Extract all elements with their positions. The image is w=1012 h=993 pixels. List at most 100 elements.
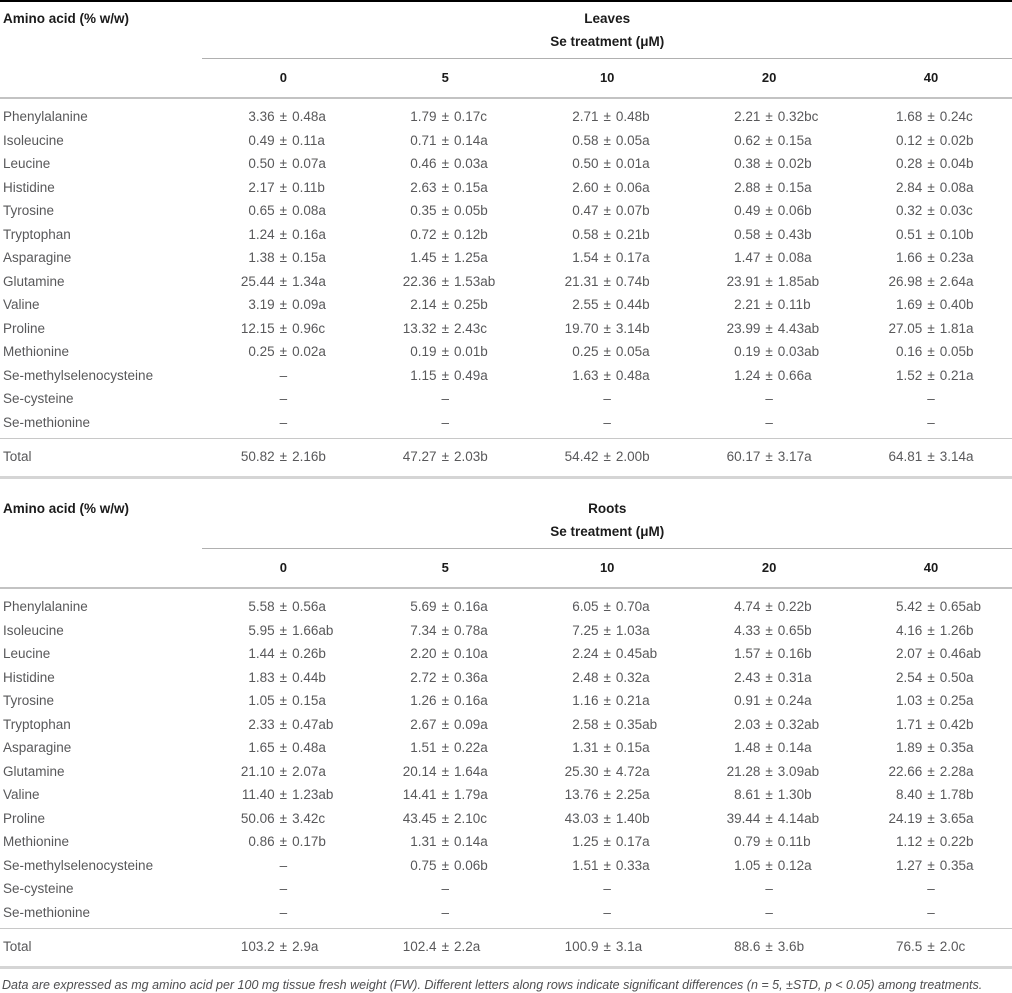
value-cell: 2.63 ±0.15a (410, 179, 488, 195)
value-cell: 0.16 ±0.05b (896, 344, 974, 359)
row-label: Se-methylselenocysteine (3, 857, 154, 873)
value-cell: 2.07 ±0.46ab (896, 646, 982, 661)
value-cell: 1.15 ±0.49a (410, 367, 488, 383)
row-label: Total (0, 928, 203, 969)
value-cell: 2.48 ±0.32a (572, 669, 650, 685)
value-cell: – (603, 904, 611, 920)
value-cell: 2.24 ±0.45ab (572, 646, 658, 661)
value-cell: 0.91 ±0.24a (734, 693, 812, 708)
value-cell: 1.25 ±0.17a (572, 834, 650, 849)
value-cell: 4.33 ±0.65b (734, 622, 812, 638)
leaves-table: Amino acid (% w/w) Leaves Se treatment (… (0, 2, 1012, 479)
table-row: Se-methionine – – – – – (0, 411, 1012, 439)
value-cell: 0.65 ±0.08a (248, 203, 326, 218)
value-cell: 103.2 ±2.9a (202, 928, 365, 969)
table-row: Proline 12.15 ±0.96c 13.32 ±2.43c 19.70 ±3.14b… (0, 317, 1012, 341)
row-label: Tryptophan (3, 716, 71, 732)
value-cell: – (927, 881, 935, 896)
table-row: Histidine 1.83 ±0.44b 2.72 ±0.36a 2.48 ±0.32a 2… (0, 666, 1012, 690)
value-cell: 100.9 ±3.1a (526, 928, 689, 969)
value-cell: 2.33 ±0.47ab (248, 716, 334, 732)
value-cell: – (279, 881, 288, 896)
value-cell: 1.05 ±0.15a (248, 693, 326, 708)
value-cell: 0.79 ±0.11b (734, 834, 811, 849)
table-row: Se-methylselenocysteine – 0.75 ±0.06b 1.51 ±0… (0, 854, 1012, 878)
value-cell: 22.66 ±2.28a (888, 763, 974, 779)
value-cell: 2.84 ±0.08a (896, 179, 974, 195)
row-header-label: Amino acid (% w/w) (3, 501, 130, 516)
value-cell: 23.99 ±4.43ab (726, 320, 820, 336)
row-label: Glutamine (3, 273, 65, 289)
value-cell: 12.15 ±0.96c (240, 320, 326, 336)
value-cell: – (927, 391, 935, 406)
row-label: Asparagine (3, 740, 72, 755)
leaves-total-section: Total 50.82 ±2.16b 47.27 ±2.03b 54.42 ±2.00b 60… (0, 438, 1012, 479)
value-cell: 43.03 ±1.40b (564, 810, 650, 826)
value-cell: 0.49 ±0.11a (248, 132, 325, 148)
column-header: 5 (364, 548, 527, 589)
table-row: Valine 3.19 ±0.09a 2.14 ±0.25b 2.55 ±0.44b 2.21… (0, 293, 1012, 317)
leaves-table-body: Phenylalanine 3.36 ±0.48a 1.79 ±0.17c 2.71 ±0.… (0, 98, 1012, 439)
row-label: Se-methionine (3, 414, 91, 430)
value-cell: 14.41 ±1.79a (402, 787, 488, 802)
value-cell: 64.81 ±3.14a (850, 438, 1012, 479)
leaves-table-header: Amino acid (% w/w) Leaves Se treatment (… (0, 2, 1012, 99)
value-cell: 0.47 ±0.07b (572, 203, 650, 218)
row-label: Methionine (3, 834, 70, 849)
row-label: Se-methylselenocysteine (3, 367, 154, 383)
table-row: Glutamine 21.10 ±2.07a 20.14 ±1.64a 25.30 ±4.7… (0, 760, 1012, 784)
row-label: Valine (3, 787, 40, 802)
value-cell: 2.60 ±0.06a (572, 179, 650, 195)
table-row: Phenylalanine 5.58 ±0.56a 5.69 ±0.16a 6.05 ±0.… (0, 588, 1012, 619)
value-cell: 21.31 ±0.74b (564, 273, 650, 289)
column-header: 5 (364, 58, 527, 99)
treatment-label: Se treatment (μM) (550, 34, 665, 49)
value-cell: 1.38 ±0.15a (248, 250, 326, 265)
table-row: Leucine 1.44 ±0.26b 2.20 ±0.10a 2.24 ±0.45ab 1.… (0, 642, 1012, 666)
value-cell: 1.57 ±0.16b (734, 646, 812, 661)
value-cell: – (603, 414, 611, 430)
total-row: Total 50.82 ±2.16b 47.27 ±2.03b 54.42 ±2.00b 60… (0, 438, 1012, 479)
value-cell: – (765, 904, 773, 920)
table-row: Proline 50.06 ±3.42c 43.45 ±2.10c 43.03 ±1.40b… (0, 807, 1012, 831)
table-row: Glutamine 25.44 ±1.34a 22.36 ±1.53ab 21.31 ±0.… (0, 270, 1012, 294)
value-cell: 1.89 ±0.35a (896, 740, 974, 755)
value-cell: 8.40 ±1.78b (896, 787, 974, 802)
value-cell: 21.28 ±3.09ab (726, 763, 820, 779)
column-group-header: Roots Se treatment (μM) (202, 492, 1012, 549)
value-cell: – (279, 857, 288, 873)
table-row: Methionine 0.25 ±0.02a 0.19 ±0.01b 0.25 ±0.05a… (0, 340, 1012, 364)
value-cell: 8.61 ±1.30b (734, 787, 812, 802)
value-cell: 0.71 ±0.14a (410, 132, 488, 148)
value-cell: 0.58 ±0.05a (572, 132, 650, 148)
value-cell: 2.20 ±0.10a (410, 646, 488, 661)
value-cell: 102.4 ±2.2a (364, 928, 527, 969)
roots-table: Amino acid (% w/w) Roots Se treatment (μ… (0, 492, 1012, 969)
value-cell: 0.38 ±0.02b (734, 156, 812, 171)
value-cell: 0.25 ±0.02a (248, 344, 326, 359)
value-cell: 0.32 ±0.03c (896, 203, 973, 218)
roots-total-section: Total 103.2 ±2.9a 102.4 ±2.2a 100.9 ±3.1a 88.6 ±… (0, 928, 1012, 969)
value-cell: 0.86 ±0.17b (248, 834, 326, 849)
table-row: Isoleucine 0.49 ±0.11a 0.71 ±0.14a 0.58 ±0.05a… (0, 129, 1012, 153)
value-cell: 19.70 ±3.14b (564, 320, 650, 336)
value-cell: 0.19 ±0.03ab (734, 344, 820, 359)
row-label: Isoleucine (3, 132, 64, 148)
value-cell: 2.21 ±0.11b (734, 297, 811, 312)
row-label: Asparagine (3, 250, 72, 265)
value-cell: 1.12 ±0.22b (896, 834, 974, 849)
value-cell: 1.24 ±0.16a (248, 226, 326, 242)
value-cell: 0.12 ±0.02b (896, 132, 974, 148)
value-cell: 27.05 ±1.81a (888, 320, 974, 336)
value-cell: 0.72 ±0.12b (410, 226, 488, 242)
value-cell: 1.83 ±0.44b (248, 669, 326, 685)
value-cell: – (279, 414, 288, 430)
value-cell: – (765, 881, 773, 896)
row-label: Total (0, 438, 203, 479)
row-label: Leucine (3, 156, 51, 171)
value-cell: – (279, 904, 288, 920)
value-cell: 1.68 ±0.24c (896, 109, 973, 124)
row-label: Se-cysteine (3, 881, 74, 896)
value-cell: 3.36 ±0.48a (248, 109, 326, 124)
value-cell: 13.76 ±2.25a (564, 787, 650, 802)
